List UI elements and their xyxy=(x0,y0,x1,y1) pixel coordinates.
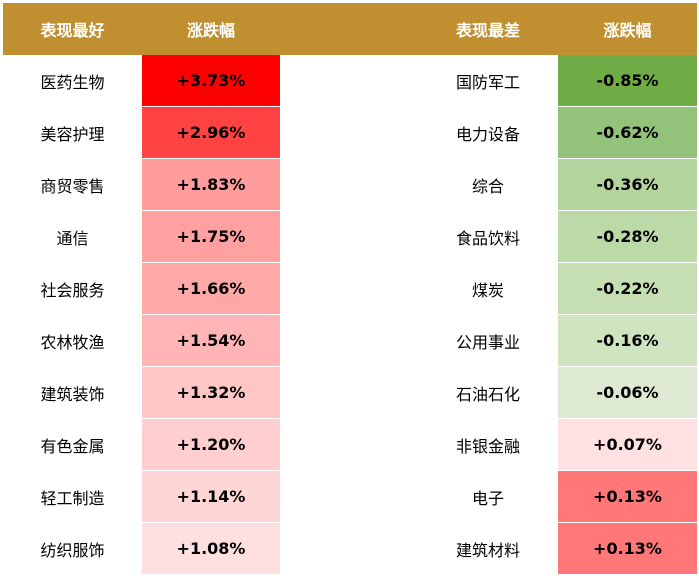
change-cell: -0.16% xyxy=(558,315,697,367)
table-row: 有色金属 +1.20% 非银金融 +0.07% xyxy=(3,419,697,471)
sector-name: 煤炭 xyxy=(471,281,504,300)
sector-name: 医药生物 xyxy=(40,73,105,92)
change-cell: +1.14% xyxy=(142,471,280,523)
sector-name: 商贸零售 xyxy=(40,177,105,196)
sector-name: 电子 xyxy=(471,489,504,508)
table-row: 医药生物 +3.73% 国防军工 -0.85% xyxy=(3,55,697,107)
change-cell: +2.96% xyxy=(142,107,280,159)
table-row: 农林牧渔 +1.54% 公用事业 -0.16% xyxy=(3,315,697,367)
table-row: 轻工制造 +1.14% 电子 +0.13% xyxy=(3,471,697,523)
change-cell: -0.22% xyxy=(558,263,697,315)
table-row: 商贸零售 +1.83% 综合 -0.36% xyxy=(3,159,697,211)
table-row: 建筑装饰 +1.32% 石油石化 -0.06% xyxy=(3,367,697,419)
header-cell: 涨跌幅 xyxy=(603,21,652,40)
change-cell: +1.83% xyxy=(142,159,280,211)
change-cell: +0.13% xyxy=(558,471,697,523)
sector-name: 社会服务 xyxy=(40,281,105,300)
header-row: 表现最好 涨跌幅 表现最差 涨跌幅 xyxy=(3,3,697,55)
sector-name: 石油石化 xyxy=(455,385,520,404)
table-row: 通信 +1.75% 食品饮料 -0.28% xyxy=(3,211,697,263)
sector-name: 轻工制造 xyxy=(40,489,105,508)
sector-name: 建筑装饰 xyxy=(40,385,105,404)
change-cell: +1.66% xyxy=(142,263,280,315)
header-cell: 表现最差 xyxy=(455,21,520,40)
change-cell: -0.62% xyxy=(558,107,697,159)
change-cell: -0.06% xyxy=(558,367,697,419)
sector-name: 国防军工 xyxy=(455,73,520,92)
change-cell: -0.85% xyxy=(558,55,697,107)
change-cell: +3.73% xyxy=(142,55,280,107)
change-cell: -0.36% xyxy=(558,159,697,211)
sector-name: 农林牧渔 xyxy=(40,333,105,352)
sector-name: 电力设备 xyxy=(455,125,520,144)
change-cell: -0.28% xyxy=(558,211,697,263)
change-cell: +0.07% xyxy=(558,419,697,471)
ranking-table: 表现最好 涨跌幅 表现最差 涨跌幅 医药生物 +3.73% 国防军工 -0.85% 美容… xyxy=(3,3,697,575)
change-cell: +0.13% xyxy=(558,523,697,575)
sector-name: 食品饮料 xyxy=(455,229,520,248)
sector-name: 建筑材料 xyxy=(455,541,520,560)
change-cell: +1.75% xyxy=(142,211,280,263)
sector-name: 纺织服饰 xyxy=(40,541,105,560)
change-cell: +1.32% xyxy=(142,367,280,419)
sector-name: 综合 xyxy=(471,177,504,196)
sector-name: 公用事业 xyxy=(455,333,520,352)
sector-name: 非银金融 xyxy=(455,437,520,456)
sector-name: 通信 xyxy=(56,229,89,248)
table-row: 纺织服饰 +1.08% 建筑材料 +0.13% xyxy=(3,523,697,575)
header-cell: 涨跌幅 xyxy=(186,21,235,40)
change-cell: +1.08% xyxy=(142,523,280,575)
sector-name: 有色金属 xyxy=(40,437,105,456)
change-cell: +1.20% xyxy=(142,419,280,471)
header-cell: 表现最好 xyxy=(40,21,105,40)
sector-name: 美容护理 xyxy=(40,125,105,144)
table-row: 美容护理 +2.96% 电力设备 -0.62% xyxy=(3,107,697,159)
change-cell: +1.54% xyxy=(142,315,280,367)
table-row: 社会服务 +1.66% 煤炭 -0.22% xyxy=(3,263,697,315)
